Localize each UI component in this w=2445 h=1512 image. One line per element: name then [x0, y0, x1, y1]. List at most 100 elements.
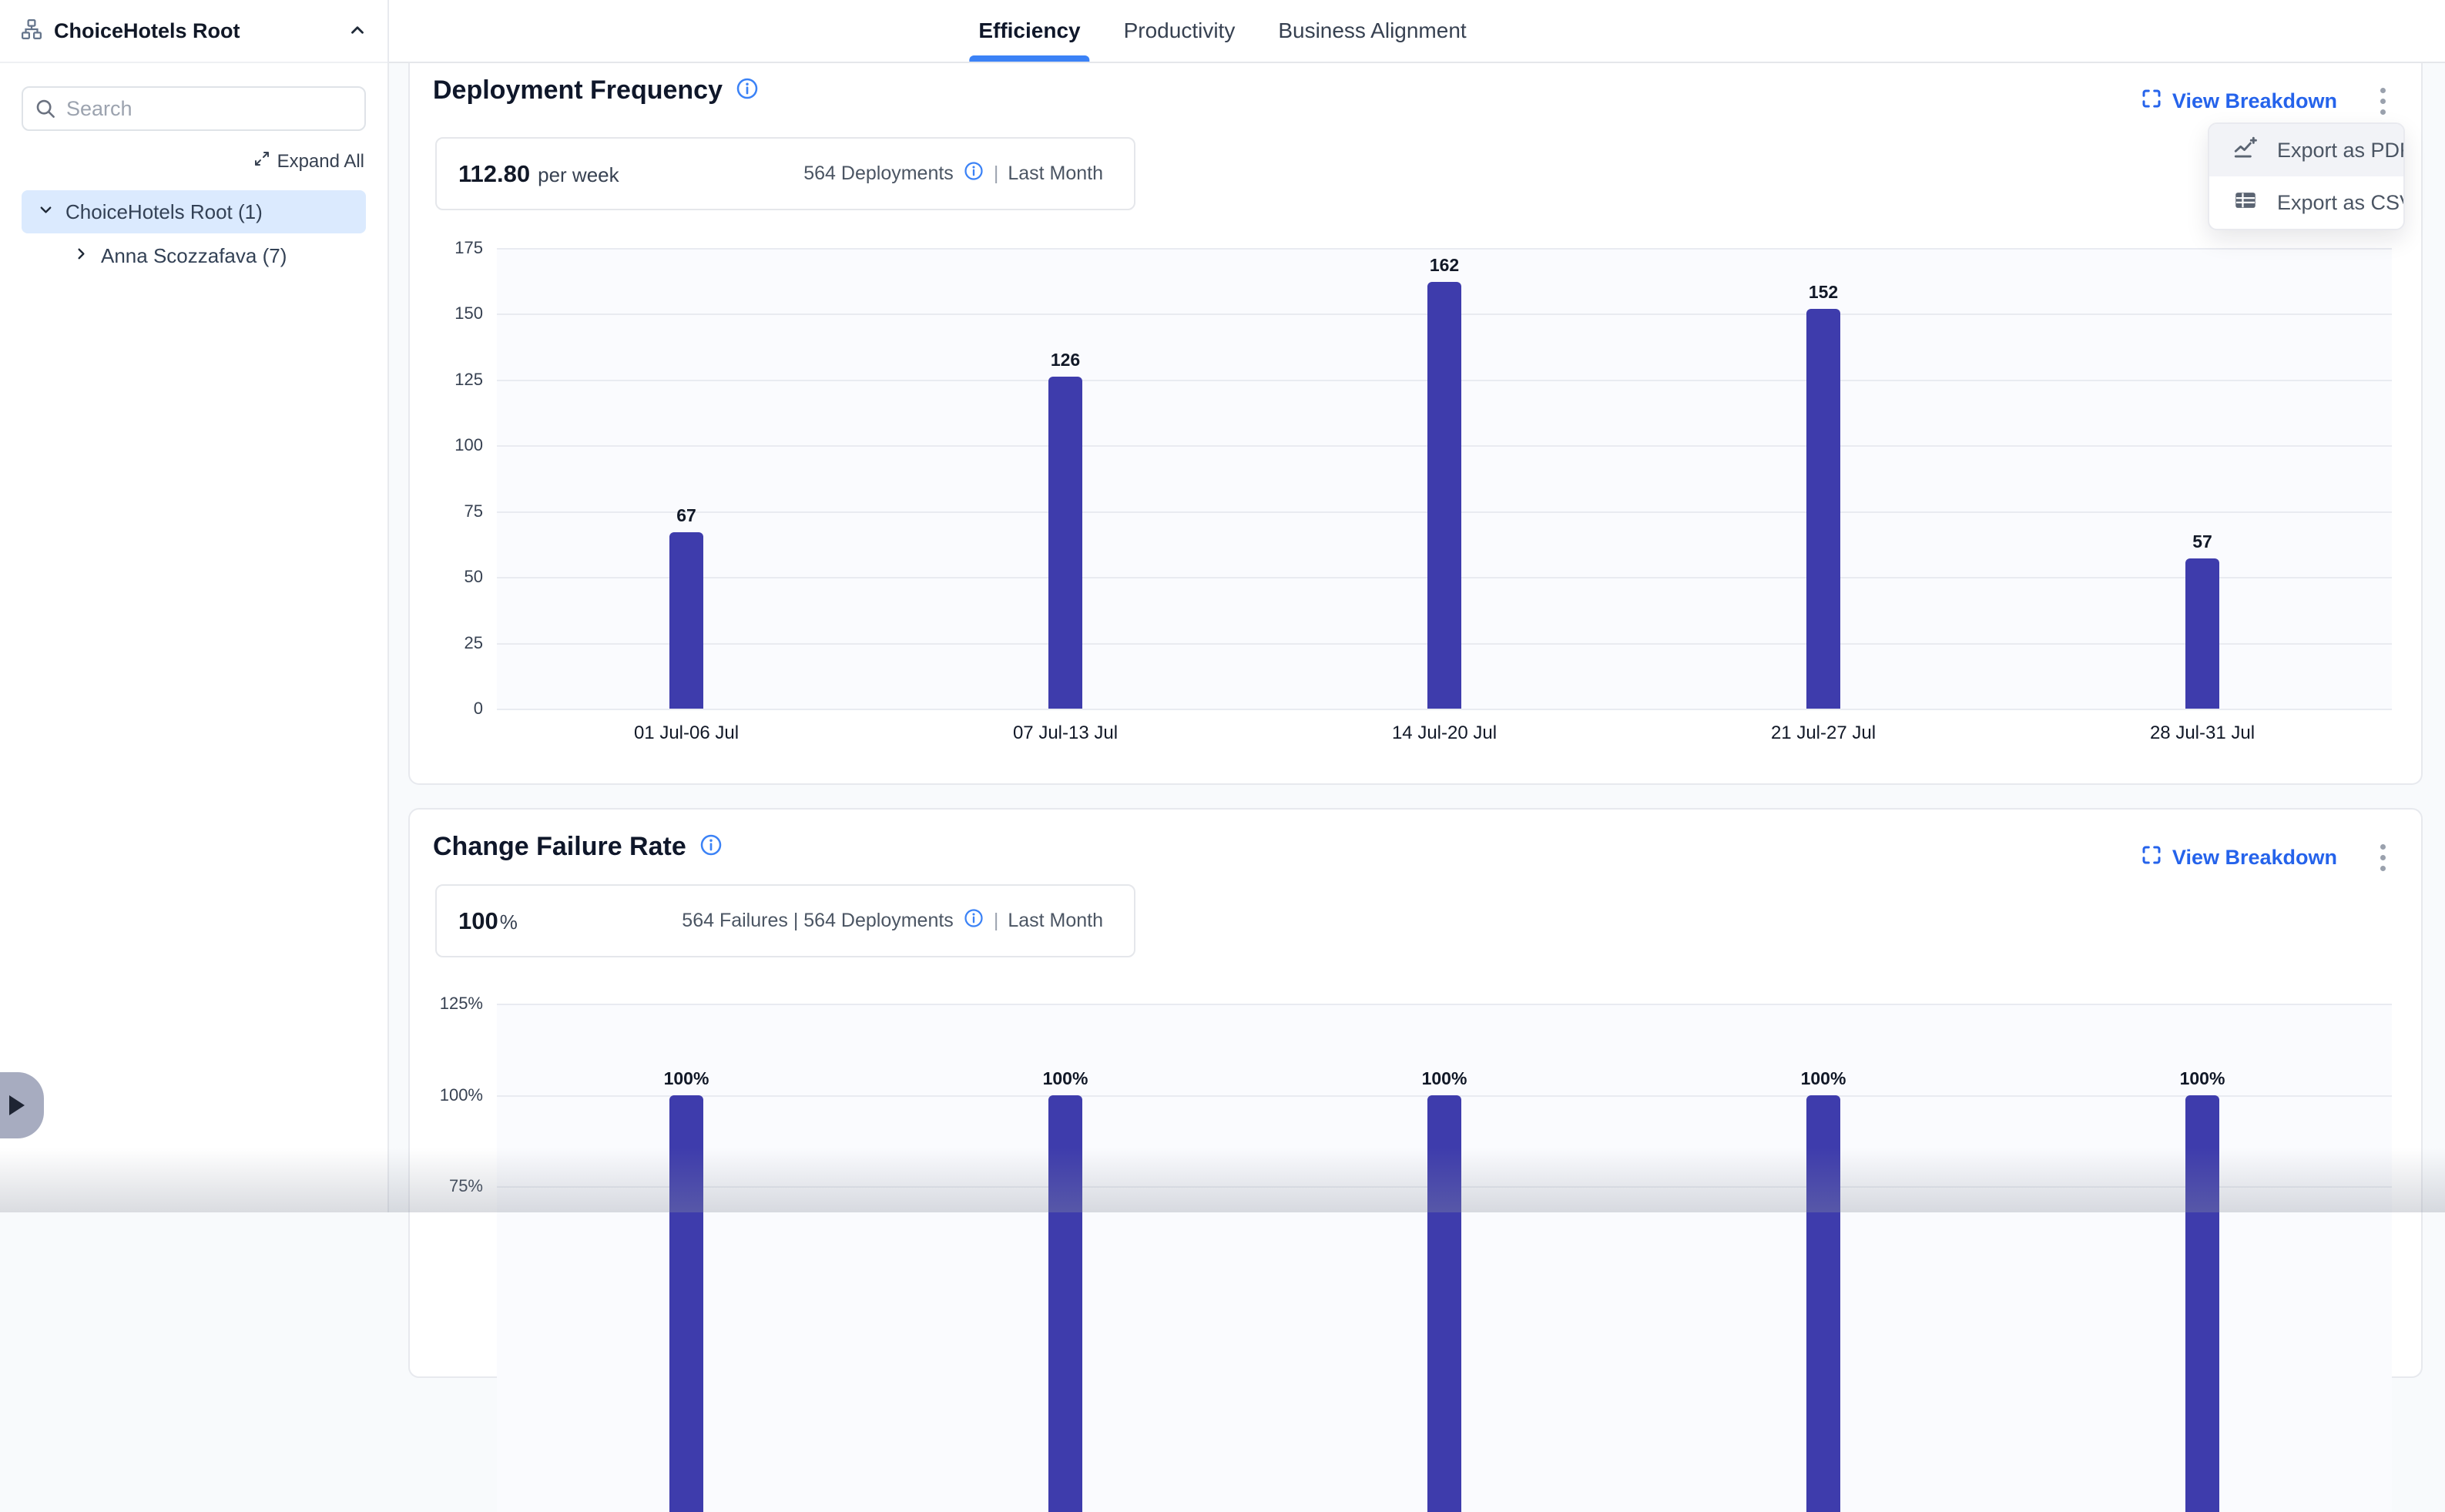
- card-menu-button[interactable]: [2376, 841, 2390, 874]
- bar-value-label: 100%: [1043, 1068, 1088, 1095]
- sidebar-title: ChoiceHotels Root: [54, 19, 347, 43]
- bar[interactable]: [2185, 558, 2219, 709]
- stat-value: 100: [458, 907, 498, 935]
- bar[interactable]: [1806, 309, 1840, 709]
- bar[interactable]: [1427, 1095, 1461, 1512]
- gridline: [497, 709, 2392, 710]
- x-axis-label: 01 Jul-06 Jul: [634, 722, 739, 744]
- main-tabs: Efficiency Productivity Business Alignme…: [978, 0, 1466, 62]
- bar-value-label: 152: [1809, 282, 1838, 309]
- y-axis-tick: 125%: [440, 994, 483, 1014]
- card-menu-button[interactable]: [2376, 85, 2390, 118]
- view-breakdown-label: View Breakdown: [2172, 846, 2337, 870]
- stat-unit: per week: [538, 163, 619, 187]
- stat-unit: %: [500, 910, 518, 934]
- chart-line-plus-icon: [2232, 135, 2259, 166]
- stat-period: Last Month: [1008, 910, 1103, 932]
- bar[interactable]: [669, 532, 703, 709]
- y-axis-tick: 150: [454, 303, 483, 324]
- divider: |: [994, 163, 999, 185]
- panel-toggle-handle[interactable]: [0, 1072, 44, 1138]
- tab-business-alignment[interactable]: Business Alignment: [1278, 0, 1466, 62]
- gridline: [497, 248, 2392, 250]
- info-icon[interactable]: [963, 160, 984, 187]
- bar-value-label: 100%: [664, 1068, 709, 1095]
- bar[interactable]: [669, 1095, 703, 1512]
- stat-period: Last Month: [1008, 163, 1103, 185]
- expand-all-button[interactable]: Expand All: [23, 149, 364, 173]
- info-icon[interactable]: [735, 76, 760, 105]
- y-axis-tick: 75%: [449, 1176, 483, 1196]
- view-breakdown-button[interactable]: View Breakdown: [2135, 843, 2342, 873]
- y-axis-tick: 125: [454, 370, 483, 390]
- menu-item-label: Export as PDF: [2277, 139, 2405, 163]
- change-failure-rate-card: Change Failure Rate View Breakdown: [408, 808, 2423, 1378]
- org-tree: ChoiceHotels Root (1) Anna Scozzafava (7…: [0, 190, 387, 277]
- y-axis-tick: 25: [465, 633, 483, 653]
- view-breakdown-button[interactable]: View Breakdown: [2135, 86, 2342, 116]
- org-sidebar: ChoiceHotels Root: [0, 0, 389, 1212]
- tab-efficiency[interactable]: Efficiency: [978, 0, 1080, 62]
- x-axis-label: 14 Jul-20 Jul: [1392, 722, 1497, 744]
- tree-item-label: ChoiceHotels Root (1): [65, 200, 263, 224]
- dashboard-page: ChoiceHotels Root: [0, 0, 2445, 1212]
- divider: |: [994, 910, 999, 932]
- bar[interactable]: [1427, 282, 1461, 709]
- tab-productivity[interactable]: Productivity: [1124, 0, 1236, 62]
- view-breakdown-label: View Breakdown: [2172, 89, 2337, 113]
- bar-value-label: 100%: [1801, 1068, 1846, 1095]
- bar-value-label: 67: [676, 505, 696, 532]
- expand-all-label: Expand All: [277, 151, 364, 173]
- card-title: Deployment Frequency: [433, 75, 723, 106]
- info-icon[interactable]: [699, 833, 723, 861]
- menu-item-label: Export as CSV: [2277, 191, 2405, 215]
- org-hierarchy-icon: [20, 18, 43, 45]
- stat-value: 112.80: [458, 160, 530, 188]
- sidebar-header: ChoiceHotels Root: [0, 0, 387, 63]
- y-axis-tick: 100%: [440, 1085, 483, 1105]
- tree-item-anna-scozzafava[interactable]: Anna Scozzafava (7): [0, 235, 387, 277]
- bar[interactable]: [1048, 377, 1082, 709]
- menu-item-export-csv[interactable]: Export as CSV: [2209, 176, 2403, 229]
- search-icon: [34, 97, 57, 124]
- chevron-up-icon: [347, 20, 367, 42]
- chevron-down-icon[interactable]: [37, 200, 55, 224]
- change-failure-rate-chart: 125%100%75%100%100%100%100%100%: [497, 1004, 2392, 1512]
- search-input[interactable]: [22, 86, 366, 131]
- stat-meta: 564 Failures | 564 Deployments: [682, 910, 954, 932]
- x-axis-label: 28 Jul-31 Jul: [2150, 722, 2255, 744]
- gridline: [497, 1004, 2392, 1005]
- stat-summary: 100 % 564 Failures | 564 Deployments | L…: [435, 884, 1135, 957]
- y-axis-tick: 175: [454, 238, 483, 258]
- info-icon[interactable]: [963, 907, 984, 934]
- bar-value-label: 126: [1051, 350, 1080, 377]
- expand-corners-icon: [2140, 87, 2163, 116]
- x-axis-label: 21 Jul-27 Jul: [1771, 722, 1876, 744]
- bar-value-label: 100%: [2180, 1068, 2225, 1095]
- y-axis-tick: 0: [474, 699, 483, 719]
- x-axis-label: 07 Jul-13 Jul: [1013, 722, 1118, 744]
- y-axis-tick: 75: [465, 501, 483, 521]
- expand-corners-icon: [2140, 843, 2163, 872]
- card-title: Change Failure Rate: [433, 832, 686, 862]
- bar-value-label: 162: [1430, 255, 1459, 282]
- triangle-right-icon: [9, 1095, 25, 1115]
- export-menu: Export as PDF Export as CSV: [2208, 122, 2405, 230]
- chevron-right-icon[interactable]: [72, 244, 90, 268]
- stat-summary: 112.80 per week 564 Deployments | Last M…: [435, 137, 1135, 210]
- tree-item-choicehotels-root[interactable]: ChoiceHotels Root (1): [22, 190, 366, 233]
- deployment-frequency-card: Deployment Frequency View Breakdown: [408, 62, 2423, 785]
- table-icon: [2232, 187, 2259, 219]
- y-axis-tick: 50: [465, 567, 483, 587]
- bar[interactable]: [1048, 1095, 1082, 1512]
- menu-item-export-pdf[interactable]: Export as PDF: [2209, 124, 2403, 176]
- bar-value-label: 100%: [1422, 1068, 1467, 1095]
- sidebar-collapse-button[interactable]: [347, 20, 367, 42]
- y-axis-tick: 100: [454, 435, 483, 455]
- expand-diagonal-icon: [253, 149, 271, 173]
- stat-meta: 564 Deployments: [803, 163, 954, 185]
- tree-item-label: Anna Scozzafava (7): [101, 244, 287, 268]
- bar[interactable]: [1806, 1095, 1840, 1512]
- bar[interactable]: [2185, 1095, 2219, 1512]
